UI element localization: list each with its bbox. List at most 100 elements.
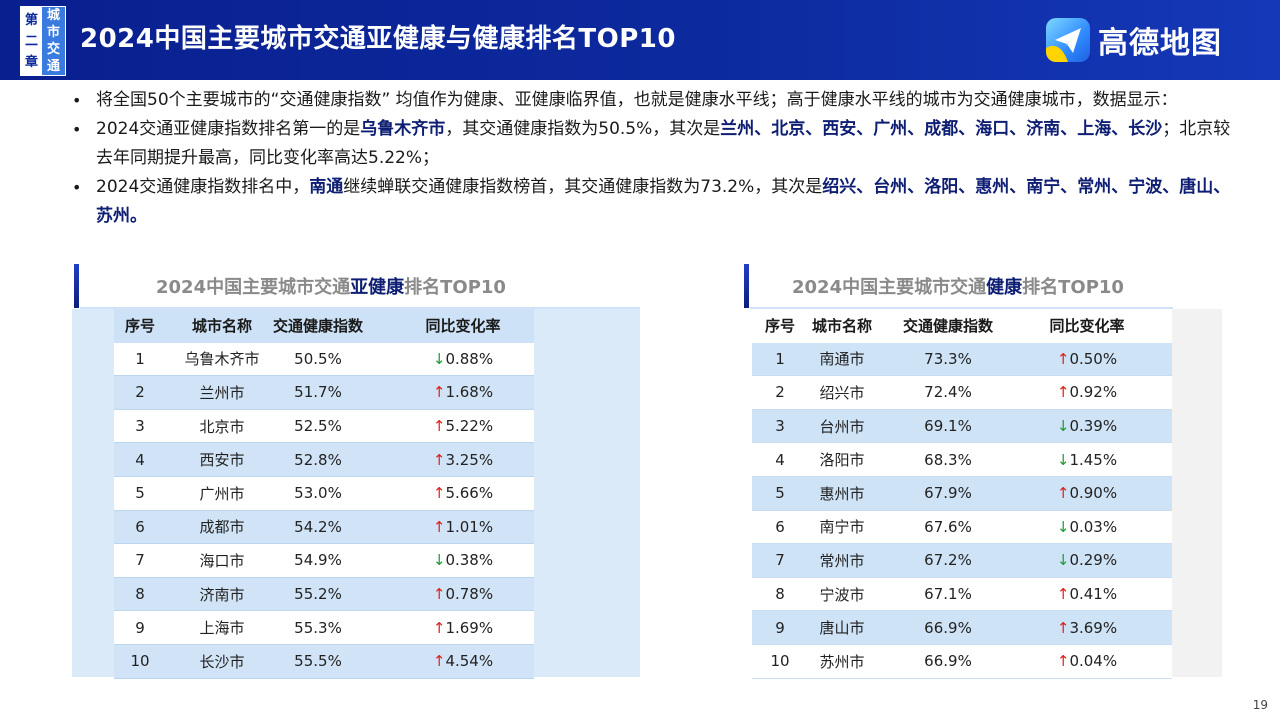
city-cell: 惠州市 xyxy=(819,484,865,503)
chapter-char: 第 xyxy=(25,12,39,28)
index-cell: 52.5% xyxy=(294,417,342,436)
table-row: 5 广州市 53.0% ↑5.66% xyxy=(114,477,534,511)
index-cell: 69.1% xyxy=(924,417,972,436)
rank-cell: 5 xyxy=(775,484,785,503)
table-title-underline xyxy=(750,307,1173,309)
change-value: 0.04% xyxy=(1069,652,1118,671)
chapter-char: 市 xyxy=(47,25,61,40)
city-cell: 广州市 xyxy=(199,484,245,503)
bullet-item: 将全国50个主要城市的“交通健康指数” 均值作为健康、亚健康临界值，也就是健康水… xyxy=(70,86,1240,115)
city-cell: 宁波市 xyxy=(819,585,865,604)
chapter-char: 交 xyxy=(47,42,61,57)
table-row: 9 上海市 55.3% ↑1.69% xyxy=(114,611,534,645)
change-cell: ↑1.69% xyxy=(398,619,528,637)
change-value: 0.88% xyxy=(445,349,494,368)
arrow-up-icon: ↑ xyxy=(1056,484,1070,503)
arrow-up-icon: ↑ xyxy=(432,383,446,402)
arrow-down-icon: ↓ xyxy=(1056,551,1070,570)
bullet-text: 2024交通健康指数排名中， xyxy=(96,177,310,197)
page-number: 19 xyxy=(1252,698,1268,712)
arrow-up-icon: ↑ xyxy=(432,652,446,671)
chapter-char: 城 xyxy=(47,8,61,23)
index-cell: 55.5% xyxy=(294,652,342,671)
index-cell: 72.4% xyxy=(924,383,972,402)
column-header: 序号 xyxy=(124,317,155,336)
bullet-item: 2024交通亚健康指数排名第一的是乌鲁木齐市，其交通健康指数为50.5%，其次是… xyxy=(70,115,1240,173)
logo-text: 高德地图 xyxy=(1098,26,1222,61)
health-table-title: 2024中国主要城市交通 健康 排名TOP10 xyxy=(792,264,1124,308)
column-header: 交通健康指数 xyxy=(272,317,363,336)
city-cell: 乌鲁木齐市 xyxy=(184,350,260,369)
table-row: 2 兰州市 51.7% ↑1.68% xyxy=(114,376,534,410)
arrow-down-icon: ↓ xyxy=(1056,417,1070,436)
brand-logo: 高德地图 xyxy=(1046,16,1222,64)
arrow-up-icon: ↑ xyxy=(1056,652,1070,671)
chapter-char: 二 xyxy=(25,33,39,49)
change-value: 0.90% xyxy=(1069,484,1118,503)
index-cell: 50.5% xyxy=(294,349,342,368)
column-header: 交通健康指数 xyxy=(902,317,993,336)
bullet-highlight: 绍兴、台州、洛阳、惠州、南宁、常州、宁波、唐山、苏州。 xyxy=(96,177,1231,226)
change-cell: ↑4.54% xyxy=(398,652,528,670)
table-row: 2 绍兴市 72.4% ↑0.92% xyxy=(752,376,1172,410)
rank-cell: 2 xyxy=(775,383,785,402)
change-cell: ↑5.22% xyxy=(398,417,528,435)
arrow-up-icon: ↑ xyxy=(432,450,446,469)
table-row: 1 乌鲁木齐市 50.5% ↓0.88% xyxy=(114,342,534,377)
table-row: 9 唐山市 66.9% ↑3.69% xyxy=(752,611,1172,645)
change-cell: ↑0.04% xyxy=(1022,652,1152,670)
change-cell: ↑0.92% xyxy=(1022,383,1152,401)
arrow-down-icon: ↓ xyxy=(1056,450,1070,469)
header-bar: 第 二 章 城 市 交 通 2024中国主要城市交通亚健康与健康排名TOP10 … xyxy=(0,0,1280,80)
change-value: 1.69% xyxy=(445,618,494,637)
table-title-highlight: 亚健康 xyxy=(350,277,405,298)
change-value: 0.03% xyxy=(1069,517,1118,536)
arrow-down-icon: ↓ xyxy=(1056,517,1070,536)
rank-cell: 4 xyxy=(135,450,145,469)
change-cell: ↓0.39% xyxy=(1022,417,1152,435)
table-row: 7 常州市 67.2% ↓0.29% xyxy=(752,544,1172,578)
rank-cell: 6 xyxy=(135,517,145,536)
change-value: 3.25% xyxy=(445,450,494,469)
change-cell: ↑1.01% xyxy=(398,518,528,536)
city-cell: 海口市 xyxy=(199,551,245,570)
index-cell: 67.6% xyxy=(924,517,972,536)
change-cell: ↓0.38% xyxy=(398,551,528,569)
change-value: 4.54% xyxy=(445,652,494,671)
rank-cell: 9 xyxy=(135,618,145,637)
page-title: 2024中国主要城市交通亚健康与健康排名TOP10 xyxy=(80,24,676,54)
index-cell: 67.2% xyxy=(924,551,972,570)
rank-cell: 3 xyxy=(135,417,145,436)
change-value: 0.29% xyxy=(1069,551,1118,570)
change-value: 0.92% xyxy=(1069,383,1118,402)
index-cell: 68.3% xyxy=(924,450,972,469)
index-cell: 52.8% xyxy=(294,450,342,469)
chapter-char: 通 xyxy=(47,59,61,74)
city-cell: 台州市 xyxy=(819,417,865,436)
index-cell: 55.2% xyxy=(294,585,342,604)
change-value: 1.01% xyxy=(445,517,494,536)
change-cell: ↓0.88% xyxy=(398,350,528,368)
city-cell: 南宁市 xyxy=(819,518,865,537)
change-cell: ↑5.66% xyxy=(398,484,528,502)
bullet-text: 继续蝉联交通健康指数榜首，其交通健康指数为73.2%，其次是 xyxy=(343,177,823,197)
table-row: 10 长沙市 55.5% ↑4.54% xyxy=(114,645,534,679)
index-cell: 55.3% xyxy=(294,618,342,637)
change-cell: ↓0.29% xyxy=(1022,551,1152,569)
table-title-text: 2024中国主要城市交通 xyxy=(156,277,351,298)
rank-cell: 2 xyxy=(135,383,145,402)
index-cell: 53.0% xyxy=(294,484,342,503)
table-row: 8 宁波市 67.1% ↑0.41% xyxy=(752,577,1172,612)
column-header: 城市名称 xyxy=(191,317,252,336)
table-row: 6 南宁市 67.6% ↓0.03% xyxy=(752,510,1172,545)
table-row: 3 台州市 69.1% ↓0.39% xyxy=(752,409,1172,444)
arrow-down-icon: ↓ xyxy=(432,551,446,570)
city-cell: 上海市 xyxy=(199,619,245,638)
column-header: 同比变化率 xyxy=(1049,317,1125,336)
table-row: 3 北京市 52.5% ↑5.22% xyxy=(114,409,534,444)
change-value: 0.50% xyxy=(1069,349,1118,368)
arrow-up-icon: ↑ xyxy=(432,417,446,436)
table-row: 8 济南市 55.2% ↑0.78% xyxy=(114,577,534,612)
table-row: 1 南通市 73.3% ↑0.50% xyxy=(752,342,1172,377)
change-value: 0.78% xyxy=(445,585,494,604)
